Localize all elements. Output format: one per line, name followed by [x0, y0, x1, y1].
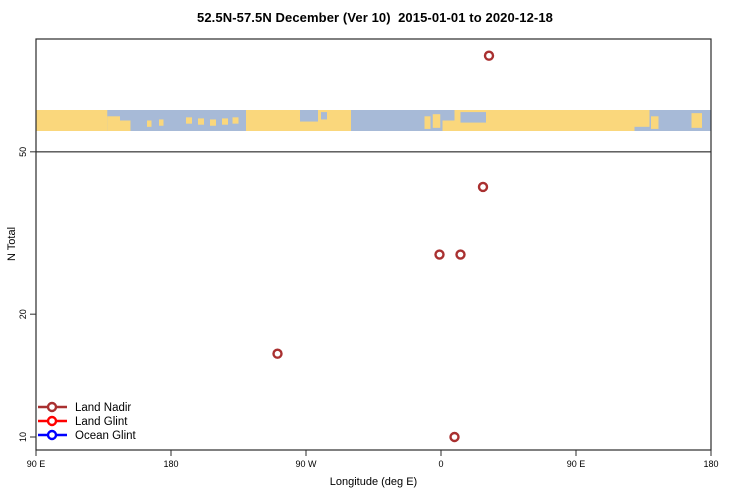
legend-marker	[46, 415, 58, 427]
x-tick-label: 180	[163, 459, 178, 469]
map-band-land-segment	[232, 117, 239, 124]
map-band-ocean-segment	[300, 110, 318, 122]
x-tick-label: 90 W	[295, 459, 317, 469]
map-band-land-segment	[222, 118, 228, 125]
map-band-land-segment	[36, 110, 108, 131]
legend-marker	[46, 401, 58, 413]
map-band-land-segment	[651, 116, 659, 129]
data-point-land-nadir	[483, 50, 495, 61]
data-point-land-nadir	[272, 348, 283, 359]
legend-label: Land Nadir	[75, 402, 131, 414]
x-tick-label: 0	[438, 459, 443, 469]
map-band-land-segment	[442, 110, 635, 131]
map-band-land-segment	[246, 110, 351, 131]
data-point-land-nadir	[434, 249, 445, 260]
data-point-land-nadir	[449, 431, 460, 443]
map-band-land-segment	[159, 119, 164, 126]
legend-label: Ocean Glint	[75, 430, 137, 442]
map-band-land-segment	[107, 116, 120, 131]
x-axis-title: Longitude (deg E)	[329, 476, 418, 488]
map-band-ocean-segment	[442, 110, 455, 121]
map-band-land-segment	[147, 120, 152, 127]
y-tick-label: 50	[18, 147, 28, 157]
map-band-land-segment	[634, 110, 650, 127]
map-band-land-segment	[432, 114, 441, 128]
data-point-land-nadir	[477, 181, 489, 193]
chart-title: 52.5N-57.5N December (Ver 10) 2015-01-01…	[197, 10, 553, 25]
map-band-land-segment	[691, 113, 702, 128]
y-tick-label: 10	[18, 432, 28, 442]
map-band-land-segment	[198, 118, 204, 125]
y-tick-label: 20	[18, 309, 28, 319]
x-tick-label: 90 E	[567, 459, 586, 469]
legend-label: Land Glint	[75, 416, 128, 428]
map-band-land-segment	[424, 116, 431, 129]
data-point-land-nadir	[455, 249, 466, 260]
plot-frame	[35, 38, 712, 451]
map-band-land-segment	[210, 119, 216, 126]
map-band-ocean-segment	[460, 112, 486, 123]
map-band-land-segment	[186, 117, 192, 124]
map-band-ocean-segment	[321, 112, 327, 120]
x-tick-label: 90 E	[27, 459, 46, 469]
map-band-land-segment	[120, 120, 131, 131]
x-tick-label: 180	[703, 459, 718, 469]
legend-marker	[46, 429, 58, 441]
